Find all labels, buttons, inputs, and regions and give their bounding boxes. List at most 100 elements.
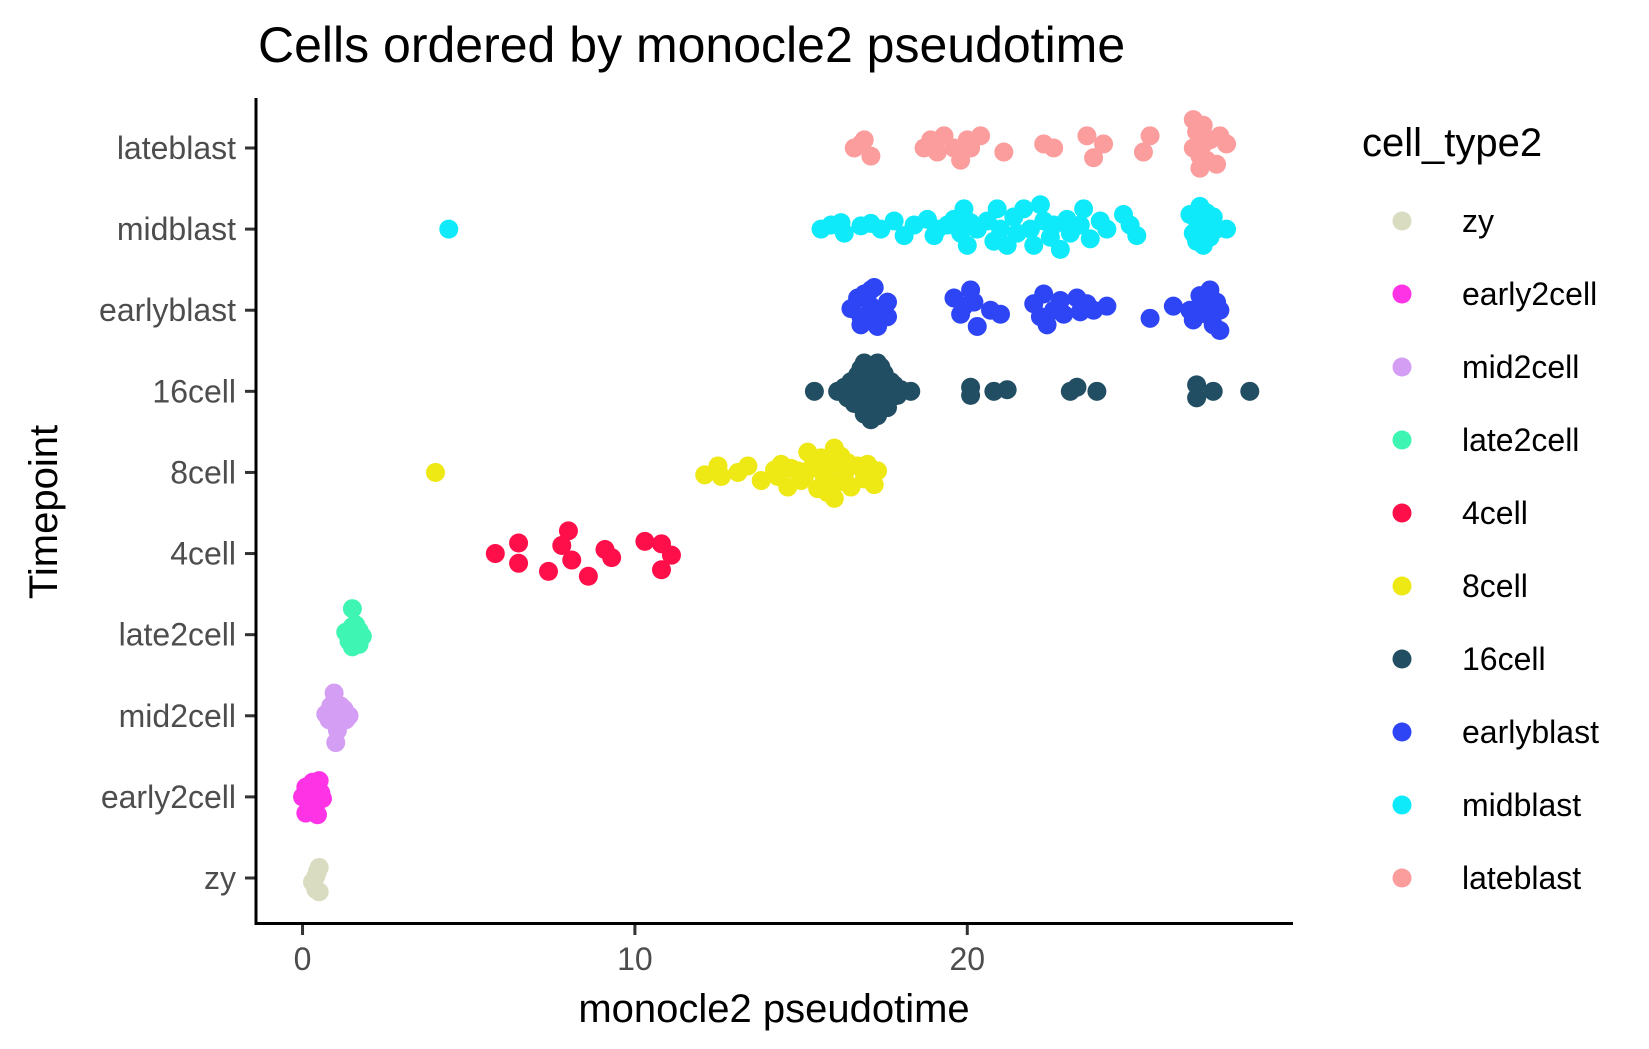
data-point-4cell [562, 550, 582, 570]
data-point-mid2cell [334, 699, 354, 719]
data-point-midblast [957, 235, 977, 255]
legend-key-16cell [1392, 649, 1412, 669]
legend-label: late2cell [1462, 422, 1579, 458]
data-point-late2cell [342, 599, 362, 619]
y-tick-label: 8cell [170, 454, 236, 490]
legend-key-late2cell [1392, 430, 1412, 450]
y-axis-title: Timepoint [22, 425, 66, 599]
data-point-midblast [991, 219, 1011, 239]
data-point-16cell [878, 398, 898, 418]
y-tick-label: 4cell [170, 536, 236, 572]
y-tick-label: zy [204, 860, 236, 896]
data-point-earlyblast [1210, 321, 1230, 340]
legend-label: zy [1462, 203, 1494, 239]
y-tick-label: lateblast [117, 130, 236, 166]
data-point-lateblast [1207, 154, 1227, 174]
data-point-lateblast [1077, 126, 1097, 146]
data-point-earlyblast [878, 307, 898, 327]
data-point-earlyblast [1034, 284, 1054, 304]
data-point-midblast [884, 211, 904, 231]
data-point-4cell [509, 533, 529, 553]
y-tick-label: midblast [117, 211, 236, 247]
legend-label: midblast [1462, 787, 1581, 823]
data-point-4cell [578, 566, 598, 586]
data-point-midblast [1080, 229, 1100, 249]
legend-key-earlyblast [1392, 722, 1412, 742]
data-point-16cell [804, 381, 824, 401]
data-point-16cell [1087, 381, 1107, 401]
data-point-earlyblast [861, 280, 881, 300]
data-point-8cell [824, 488, 844, 508]
data-point-midblast [1030, 195, 1050, 215]
data-point-16cell [997, 380, 1017, 400]
data-point-late2cell [344, 623, 364, 643]
data-point-16cell [1187, 388, 1207, 408]
legend-label: mid2cell [1462, 349, 1579, 385]
legend-label: 16cell [1462, 641, 1546, 677]
x-tick-label: 10 [617, 941, 653, 977]
data-point-midblast [1014, 199, 1034, 219]
data-point-midblast [1097, 219, 1117, 239]
legend-key-4cell [1392, 503, 1412, 523]
data-point-midblast [1187, 231, 1207, 251]
chart-title: Cells ordered by monocle2 pseudotime [258, 17, 1125, 73]
data-point-midblast [1050, 239, 1070, 259]
data-point-earlyblast [1097, 296, 1117, 316]
legend-key-mid2cell [1392, 357, 1412, 377]
data-point-16cell [1187, 375, 1207, 395]
plot-points [293, 110, 1260, 902]
data-point-8cell [831, 446, 851, 466]
data-point-lateblast [971, 126, 991, 146]
data-point-lateblast [1044, 138, 1064, 158]
data-point-4cell [485, 544, 505, 564]
data-point-lateblast [1133, 142, 1153, 162]
legend: zy early2cell mid2cell late2cell 4cell 8cell 1… [1392, 203, 1599, 896]
legend-label: 8cell [1462, 568, 1528, 604]
data-point-4cell [538, 561, 558, 581]
data-point-16cell [961, 385, 981, 405]
data-point-lateblast [1190, 128, 1210, 148]
data-point-4cell [509, 553, 529, 573]
data-point-8cell [425, 462, 445, 482]
data-point-earlyblast [851, 315, 871, 335]
data-point-midblast [439, 219, 459, 239]
data-point-16cell [1203, 381, 1223, 401]
data-point-8cell [695, 465, 715, 485]
data-point-earlyblast [967, 316, 987, 336]
data-point-4cell [552, 535, 572, 555]
legend-key-zy [1392, 211, 1412, 231]
x-axis-ticks: 0 10 20 [294, 925, 985, 977]
data-point-16cell [901, 381, 921, 401]
legend-label: early2cell [1462, 276, 1597, 312]
x-tick-label: 0 [294, 941, 312, 977]
data-point-midblast [1127, 226, 1147, 246]
data-point-8cell [711, 467, 731, 486]
data-point-8cell [868, 461, 888, 481]
data-point-16cell [1240, 381, 1260, 401]
legend-label: earlyblast [1462, 714, 1599, 750]
data-point-lateblast [927, 142, 947, 162]
data-point-lateblast [994, 142, 1014, 162]
x-axis-title: monocle2 pseudotime [578, 987, 969, 1031]
data-point-8cell [788, 461, 808, 481]
data-point-early2cell [304, 799, 324, 819]
data-point-midblast [1070, 215, 1090, 235]
data-point-4cell [558, 521, 578, 541]
data-point-midblast [1024, 235, 1044, 255]
data-point-midblast [834, 223, 854, 243]
y-tick-label: earlyblast [99, 292, 236, 328]
data-point-earlyblast [991, 304, 1011, 324]
y-axis-ticks: zy early2cell mid2cell late2cell 4cell 8cell 1… [99, 130, 255, 896]
data-point-mid2cell [324, 712, 344, 732]
y-tick-label: 16cell [152, 373, 236, 409]
legend-title: cell_type2 [1362, 121, 1542, 165]
legend-label: lateblast [1462, 860, 1581, 896]
data-point-earlyblast [1163, 296, 1183, 316]
legend-key-early2cell [1392, 284, 1412, 304]
data-point-earlyblast [1140, 308, 1160, 328]
data-point-16cell [1067, 377, 1087, 397]
data-point-lateblast [1084, 148, 1104, 168]
data-point-4cell [635, 531, 655, 551]
data-point-midblast [987, 199, 1007, 219]
data-point-lateblast [1140, 126, 1160, 146]
